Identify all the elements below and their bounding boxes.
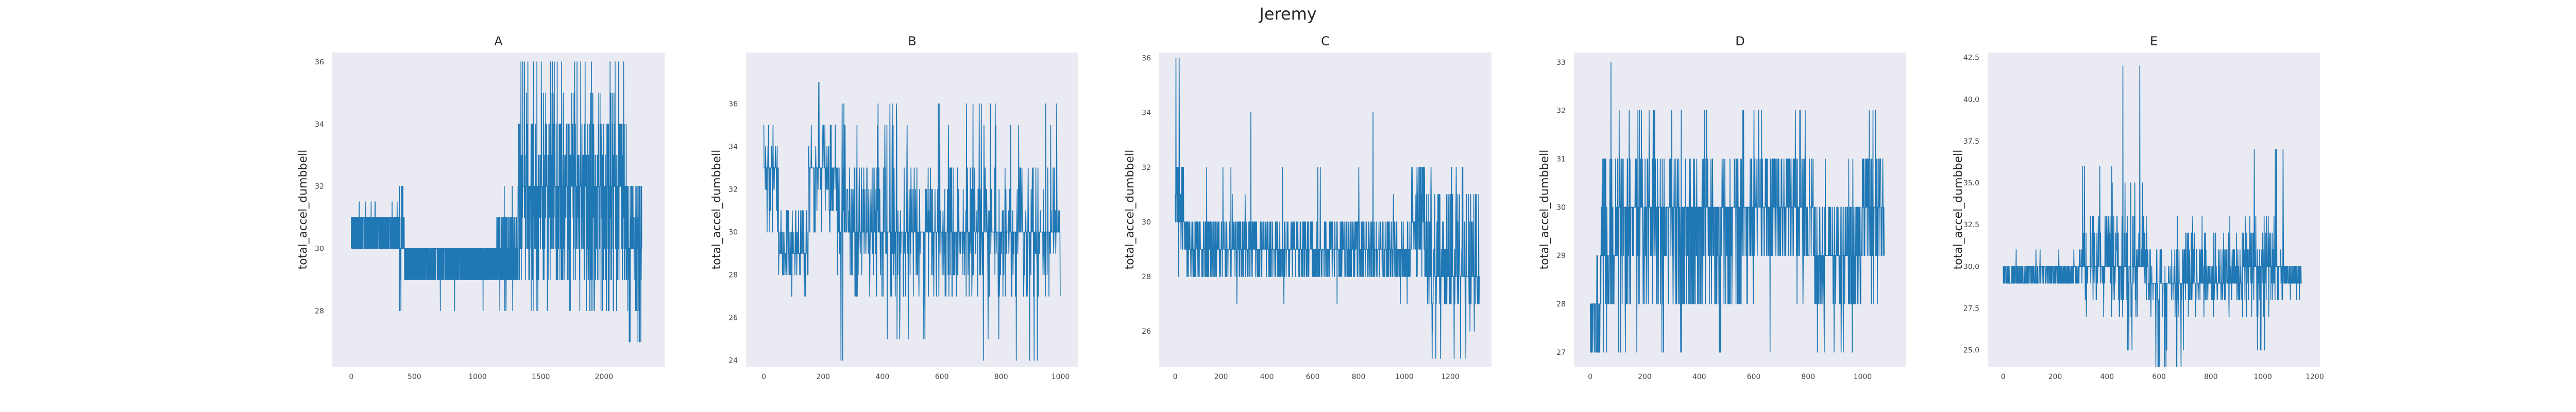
- x-tick-label: 600: [1747, 373, 1761, 381]
- x-tick-label: 600: [1306, 373, 1320, 381]
- x-tick-label: 0: [2001, 373, 2006, 381]
- y-tick-label: 32: [1142, 164, 1151, 172]
- y-tick-label: 24: [728, 357, 738, 365]
- y-tick-label: 32: [315, 183, 324, 191]
- y-tick-label: 32: [728, 186, 738, 194]
- subplot-title: A: [494, 34, 503, 48]
- y-axis-label: total_accel_dumbbell: [710, 150, 723, 270]
- y-tick-label: 30: [728, 229, 738, 237]
- y-tick-label: 30: [1142, 218, 1151, 227]
- x-tick-label: 1000: [1395, 373, 1414, 381]
- y-tick-label: 29: [1556, 252, 1566, 260]
- y-tick-label: 36: [728, 100, 738, 109]
- series-line-E: [2003, 65, 2302, 367]
- x-tick-label: 0: [1588, 373, 1592, 381]
- figure-title: Jeremy: [1258, 4, 1316, 24]
- y-tick-label: 34: [1142, 109, 1151, 117]
- y-tick-label: 33: [1556, 59, 1566, 67]
- x-tick-label: 0: [761, 373, 766, 381]
- subplot-title: E: [2150, 34, 2158, 48]
- y-tick-label: 28: [1556, 300, 1566, 308]
- y-tick-label: 30.0: [1963, 263, 1979, 271]
- plot-area: [1159, 53, 1492, 367]
- x-tick-label: 800: [994, 373, 1008, 381]
- x-tick-label: 2000: [595, 373, 613, 381]
- y-tick-label: 26: [728, 314, 738, 322]
- y-tick-label: 25.0: [1963, 347, 1979, 355]
- subplot-title: D: [1735, 34, 1744, 48]
- y-tick-label: 34: [315, 121, 324, 129]
- y-tick-label: 36: [315, 58, 324, 66]
- y-axis-label: total_accel_dumbbell: [297, 150, 310, 270]
- x-tick-label: 800: [1801, 373, 1815, 381]
- x-tick-label: 0: [349, 373, 353, 381]
- y-tick-label: 34: [728, 143, 738, 151]
- x-tick-label: 200: [1638, 373, 1652, 381]
- y-tick-label: 42.5: [1963, 54, 1979, 62]
- y-tick-label: 31: [1556, 155, 1566, 163]
- x-tick-label: 0: [1173, 373, 1178, 381]
- y-axis-label: total_accel_dumbbell: [1538, 150, 1551, 270]
- y-tick-label: 32.5: [1963, 221, 1979, 229]
- series-line-C: [1175, 57, 1480, 359]
- series-line-A: [351, 61, 642, 342]
- x-tick-label: 400: [1260, 373, 1274, 381]
- x-tick-label: 200: [816, 373, 830, 381]
- subplot-title: B: [908, 34, 916, 48]
- y-tick-label: 27: [1556, 349, 1566, 357]
- x-tick-label: 1200: [2306, 373, 2324, 381]
- x-tick-label: 400: [1692, 373, 1706, 381]
- y-tick-label: 32: [1556, 107, 1566, 115]
- y-tick-label: 28: [1142, 273, 1151, 281]
- x-tick-label: 400: [876, 373, 890, 381]
- y-tick-label: 37.5: [1963, 138, 1979, 146]
- subplot-title: C: [1321, 34, 1330, 48]
- series-line-B: [763, 82, 1061, 361]
- y-tick-label: 26: [1142, 328, 1151, 336]
- x-tick-label: 1000: [1052, 373, 1070, 381]
- x-tick-label: 200: [2048, 373, 2062, 381]
- y-tick-label: 36: [1142, 55, 1151, 63]
- y-tick-label: 30: [315, 245, 324, 253]
- x-tick-label: 1000: [2253, 373, 2272, 381]
- plot-area: [1988, 53, 2320, 367]
- x-tick-label: 1000: [468, 373, 487, 381]
- x-tick-label: 500: [408, 373, 421, 381]
- x-tick-label: 1500: [532, 373, 550, 381]
- y-tick-label: 40.0: [1963, 96, 1979, 104]
- y-axis-label: total_accel_dumbbell: [1124, 150, 1137, 270]
- x-tick-label: 400: [2100, 373, 2114, 381]
- x-tick-label: 1200: [1441, 373, 1460, 381]
- x-tick-label: 200: [1214, 373, 1228, 381]
- y-tick-label: 35.0: [1963, 179, 1979, 187]
- x-tick-label: 800: [2204, 373, 2218, 381]
- x-tick-label: 1000: [1854, 373, 1872, 381]
- x-tick-label: 600: [2152, 373, 2166, 381]
- y-tick-label: 28: [728, 271, 738, 280]
- y-tick-label: 27.5: [1963, 304, 1979, 313]
- series-line-D: [1589, 62, 1885, 353]
- x-tick-label: 600: [935, 373, 949, 381]
- y-tick-label: 28: [315, 307, 324, 315]
- y-axis-label: total_accel_dumbbell: [1952, 150, 1965, 270]
- y-tick-label: 30: [1556, 203, 1566, 212]
- x-tick-label: 800: [1352, 373, 1366, 381]
